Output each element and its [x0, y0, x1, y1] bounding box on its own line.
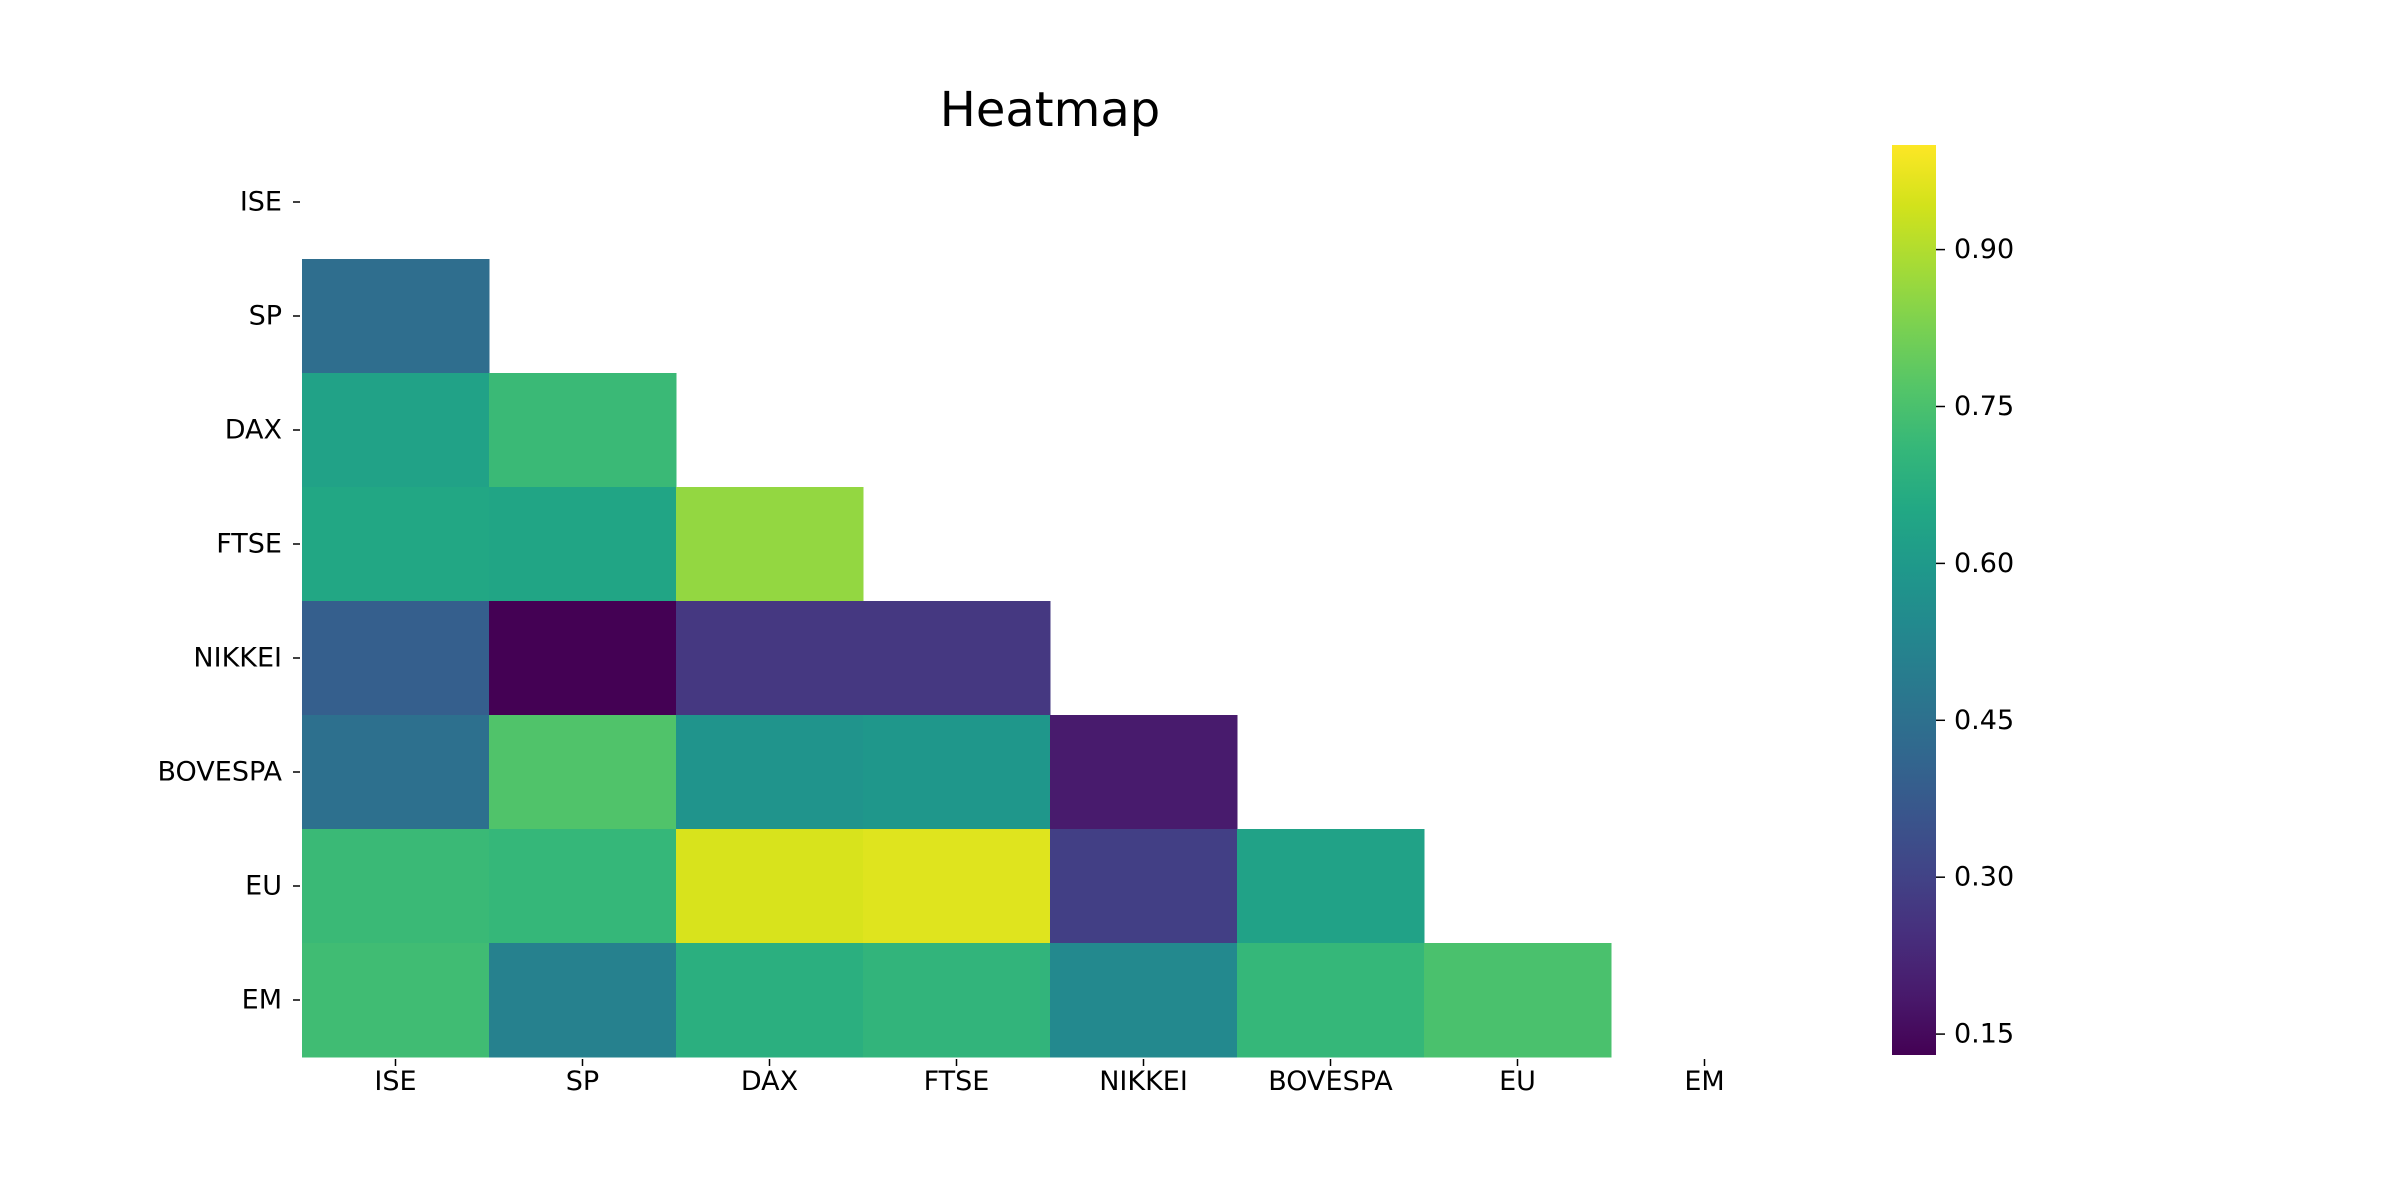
colorbar-ticks: 0.15 0.30 0.45 0.60 0.75 0.90	[1936, 234, 2014, 1050]
heatmap-cell-em-sp	[489, 943, 677, 1058]
heatmap-cell-em-ftse	[863, 943, 1051, 1058]
heatmap-cell-eu-dax	[676, 829, 864, 944]
colorbar: 0.15 0.30 0.45 0.60 0.75 0.90	[1892, 145, 2014, 1055]
x-tick-label-nikkei: NIKKEI	[1099, 1066, 1188, 1097]
heatmap-cell-nikkei-sp	[489, 601, 677, 716]
y-tick-label-sp: SP	[249, 301, 282, 332]
heatmap-cell-em-nikkei	[1050, 943, 1238, 1058]
colorbar-tick-label: 0.90	[1954, 234, 2014, 265]
colorbar-tick-label: 0.45	[1954, 705, 2014, 736]
y-tick-label-em: EM	[242, 985, 282, 1016]
x-tick-label-eu: EU	[1499, 1066, 1536, 1097]
y-tick-label-ise: ISE	[240, 187, 282, 218]
heatmap-cell-eu-ise	[302, 829, 490, 944]
colorbar-tick-label: 0.30	[1954, 862, 2014, 893]
heatmap-cell-dax-ise	[302, 373, 490, 488]
y-tick-label-dax: DAX	[225, 415, 282, 446]
heatmap-cell-ftse-ise	[302, 487, 490, 602]
heatmap-cell-dax-sp	[489, 373, 677, 488]
heatmap-cell-nikkei-dax	[676, 601, 864, 716]
y-axis: ISE SP DAX FTSE NIKKEI BOVESPA EU EM	[157, 187, 300, 1016]
heatmap-cell-nikkei-ise	[302, 601, 490, 716]
heatmap-cell-eu-sp	[489, 829, 677, 944]
y-tick-label-nikkei: NIKKEI	[193, 643, 282, 674]
heatmap-cell-eu-nikkei	[1050, 829, 1238, 944]
heatmap-cell-bovespa-ise	[302, 715, 490, 830]
heatmap-cell-nikkei-ftse	[863, 601, 1051, 716]
heatmap-cell-bovespa-nikkei	[1050, 715, 1238, 830]
y-tick-label-eu: EU	[245, 871, 282, 902]
x-tick-label-bovespa: BOVESPA	[1268, 1066, 1393, 1097]
colorbar-tick-label: 0.15	[1954, 1019, 2014, 1050]
heatmap-cell-sp-ise	[302, 259, 490, 374]
heatmap-cell-bovespa-sp	[489, 715, 677, 830]
y-tick-label-ftse: FTSE	[216, 529, 282, 560]
colorbar-tick-label: 0.60	[1954, 548, 2014, 579]
heatmap-cell-ftse-sp	[489, 487, 677, 602]
chart-title: Heatmap	[940, 82, 1161, 138]
x-tick-label-ftse: FTSE	[924, 1066, 990, 1097]
heatmap-cell-bovespa-dax	[676, 715, 864, 830]
x-tick-label-sp: SP	[566, 1066, 599, 1097]
heatmap-cell-eu-ftse	[863, 829, 1051, 944]
heatmap-cell-ftse-dax	[676, 487, 864, 602]
colorbar-tick-label: 0.75	[1954, 391, 2014, 422]
heatmap-cell-bovespa-ftse	[863, 715, 1051, 830]
heatmap-cell-em-dax	[676, 943, 864, 1058]
heatmap-cell-em-eu	[1424, 943, 1612, 1058]
x-tick-label-em: EM	[1684, 1066, 1724, 1097]
colorbar-gradient	[1892, 145, 1936, 1055]
x-tick-label-ise: ISE	[374, 1066, 416, 1097]
heatmap-cell-eu-bovespa	[1237, 829, 1425, 944]
heatmap-cells	[302, 259, 1612, 1058]
x-tick-label-dax: DAX	[741, 1066, 798, 1097]
x-axis: ISE SP DAX FTSE NIKKEI BOVESPA EU EM	[374, 1059, 1725, 1097]
heatmap-cell-em-bovespa	[1237, 943, 1425, 1058]
heatmap-cell-em-ise	[302, 943, 490, 1058]
y-tick-label-bovespa: BOVESPA	[157, 757, 282, 788]
